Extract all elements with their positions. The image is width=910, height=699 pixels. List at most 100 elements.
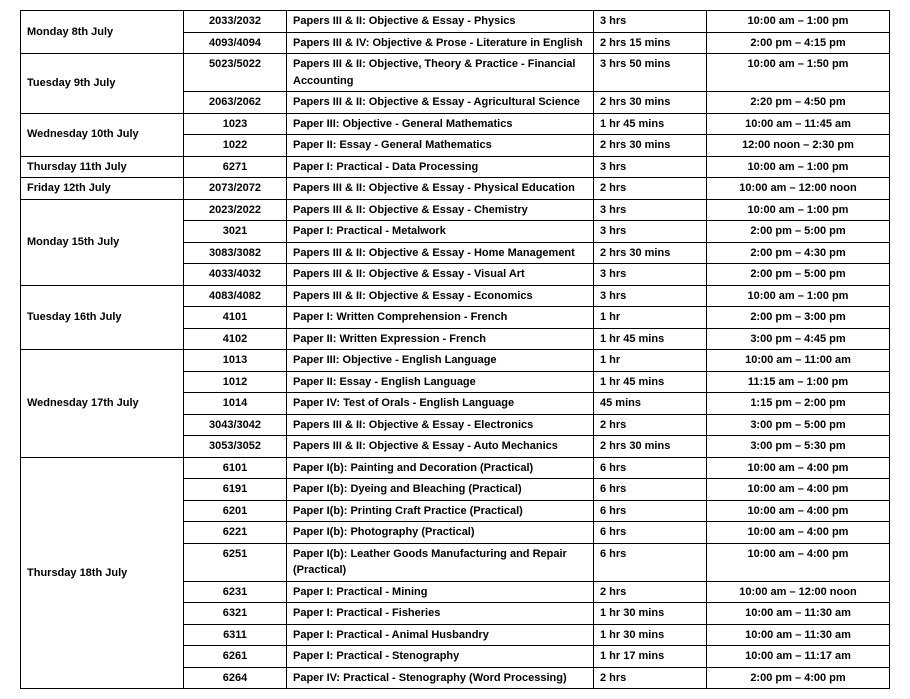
- time-cell: 11:15 am – 1:00 pm: [707, 371, 890, 393]
- code-cell: 6201: [184, 500, 287, 522]
- day-cell: Wednesday 10th July: [21, 113, 184, 156]
- time-cell: 2:00 pm – 4:15 pm: [707, 32, 890, 54]
- time-cell: 10:00 am – 4:00 pm: [707, 522, 890, 544]
- time-cell: 2:00 pm – 4:30 pm: [707, 242, 890, 264]
- duration-cell: 2 hrs: [594, 667, 707, 689]
- paper-cell: Papers III & II: Objective & Essay - Agr…: [287, 92, 594, 114]
- time-cell: 3:00 pm – 5:30 pm: [707, 436, 890, 458]
- code-cell: 4033/4032: [184, 264, 287, 286]
- time-cell: 10:00 am – 11:30 am: [707, 624, 890, 646]
- time-cell: 10:00 am – 1:50 pm: [707, 54, 890, 92]
- duration-cell: 1 hr: [594, 307, 707, 329]
- time-cell: 10:00 am – 11:00 am: [707, 350, 890, 372]
- paper-cell: Paper I: Practical - Metalwork: [287, 221, 594, 243]
- table-row: Friday 12th July2073/2072Papers III & II…: [21, 178, 890, 200]
- code-cell: 6101: [184, 457, 287, 479]
- paper-cell: Papers III & II: Objective & Essay - Phy…: [287, 11, 594, 33]
- day-cell: Thursday 11th July: [21, 156, 184, 178]
- code-cell: 3053/3052: [184, 436, 287, 458]
- duration-cell: 2 hrs: [594, 581, 707, 603]
- time-cell: 10:00 am – 4:00 pm: [707, 457, 890, 479]
- paper-cell: Paper II: Essay - English Language: [287, 371, 594, 393]
- code-cell: 4093/4094: [184, 32, 287, 54]
- paper-cell: Paper I(b): Painting and Decoration (Pra…: [287, 457, 594, 479]
- paper-cell: Papers III & II: Objective & Essay - Ele…: [287, 414, 594, 436]
- time-cell: 10:00 am – 12:00 noon: [707, 178, 890, 200]
- duration-cell: 3 hrs: [594, 264, 707, 286]
- duration-cell: 1 hr 17 mins: [594, 646, 707, 668]
- code-cell: 2063/2062: [184, 92, 287, 114]
- duration-cell: 6 hrs: [594, 457, 707, 479]
- code-cell: 6261: [184, 646, 287, 668]
- time-cell: 2:00 pm – 5:00 pm: [707, 264, 890, 286]
- code-cell: 6321: [184, 603, 287, 625]
- duration-cell: 3 hrs: [594, 11, 707, 33]
- duration-cell: 1 hr 30 mins: [594, 603, 707, 625]
- table-row: Wednesday 17th July1013Paper III: Object…: [21, 350, 890, 372]
- duration-cell: 3 hrs 50 mins: [594, 54, 707, 92]
- day-cell: Friday 12th July: [21, 178, 184, 200]
- code-cell: 3021: [184, 221, 287, 243]
- code-cell: 6271: [184, 156, 287, 178]
- paper-cell: Papers III & II: Objective & Essay - Che…: [287, 199, 594, 221]
- duration-cell: 3 hrs: [594, 285, 707, 307]
- paper-cell: Paper I(b): Photography (Practical): [287, 522, 594, 544]
- duration-cell: 1 hr 45 mins: [594, 113, 707, 135]
- code-cell: 4101: [184, 307, 287, 329]
- duration-cell: 3 hrs: [594, 199, 707, 221]
- time-cell: 10:00 am – 4:00 pm: [707, 500, 890, 522]
- paper-cell: Paper I: Practical - Mining: [287, 581, 594, 603]
- time-cell: 10:00 am – 4:00 pm: [707, 479, 890, 501]
- code-cell: 6264: [184, 667, 287, 689]
- code-cell: 2073/2072: [184, 178, 287, 200]
- time-cell: 12:00 noon – 2:30 pm: [707, 135, 890, 157]
- duration-cell: 6 hrs: [594, 543, 707, 581]
- time-cell: 2:20 pm – 4:50 pm: [707, 92, 890, 114]
- paper-cell: Paper I(b): Printing Craft Practice (Pra…: [287, 500, 594, 522]
- paper-cell: Papers III & IV: Objective & Prose - Lit…: [287, 32, 594, 54]
- paper-cell: Paper IV: Practical - Stenography (Word …: [287, 667, 594, 689]
- duration-cell: 2 hrs 30 mins: [594, 436, 707, 458]
- time-cell: 10:00 am – 1:00 pm: [707, 11, 890, 33]
- time-cell: 10:00 am – 11:30 am: [707, 603, 890, 625]
- code-cell: 4083/4082: [184, 285, 287, 307]
- table-row: Monday 15th July2023/2022Papers III & II…: [21, 199, 890, 221]
- paper-cell: Papers III & II: Objective & Essay - Hom…: [287, 242, 594, 264]
- table-row: Thursday 11th July6271Paper I: Practical…: [21, 156, 890, 178]
- paper-cell: Papers III & II: Objective & Essay - Aut…: [287, 436, 594, 458]
- code-cell: 1013: [184, 350, 287, 372]
- time-cell: 10:00 am – 1:00 pm: [707, 199, 890, 221]
- table-row: Wednesday 10th July1023Paper III: Object…: [21, 113, 890, 135]
- table-row: Tuesday 16th July4083/4082Papers III & I…: [21, 285, 890, 307]
- paper-cell: Paper I: Practical - Stenography: [287, 646, 594, 668]
- exam-timetable: Monday 8th July2033/2032Papers III & II:…: [20, 10, 890, 689]
- day-cell: Tuesday 9th July: [21, 54, 184, 114]
- paper-cell: Paper I: Practical - Data Processing: [287, 156, 594, 178]
- code-cell: 1022: [184, 135, 287, 157]
- paper-cell: Paper III: Objective - General Mathemati…: [287, 113, 594, 135]
- paper-cell: Paper I(b): Leather Goods Manufacturing …: [287, 543, 594, 581]
- code-cell: 2033/2032: [184, 11, 287, 33]
- code-cell: 1012: [184, 371, 287, 393]
- time-cell: 10:00 am – 12:00 noon: [707, 581, 890, 603]
- code-cell: 4102: [184, 328, 287, 350]
- paper-cell: Paper IV: Test of Orals - English Langua…: [287, 393, 594, 415]
- duration-cell: 1 hr 30 mins: [594, 624, 707, 646]
- time-cell: 10:00 am – 1:00 pm: [707, 156, 890, 178]
- time-cell: 2:00 pm – 4:00 pm: [707, 667, 890, 689]
- duration-cell: 45 mins: [594, 393, 707, 415]
- code-cell: 6221: [184, 522, 287, 544]
- duration-cell: 3 hrs: [594, 156, 707, 178]
- table-row: Thursday 18th July6101Paper I(b): Painti…: [21, 457, 890, 479]
- code-cell: 2023/2022: [184, 199, 287, 221]
- duration-cell: 2 hrs 15 mins: [594, 32, 707, 54]
- code-cell: 5023/5022: [184, 54, 287, 92]
- day-cell: Monday 15th July: [21, 199, 184, 285]
- duration-cell: 6 hrs: [594, 522, 707, 544]
- duration-cell: 1 hr 45 mins: [594, 371, 707, 393]
- code-cell: 6251: [184, 543, 287, 581]
- code-cell: 3043/3042: [184, 414, 287, 436]
- day-cell: Thursday 18th July: [21, 457, 184, 689]
- table-row: Tuesday 9th July5023/5022Papers III & II…: [21, 54, 890, 92]
- paper-cell: Papers III & II: Objective, Theory & Pra…: [287, 54, 594, 92]
